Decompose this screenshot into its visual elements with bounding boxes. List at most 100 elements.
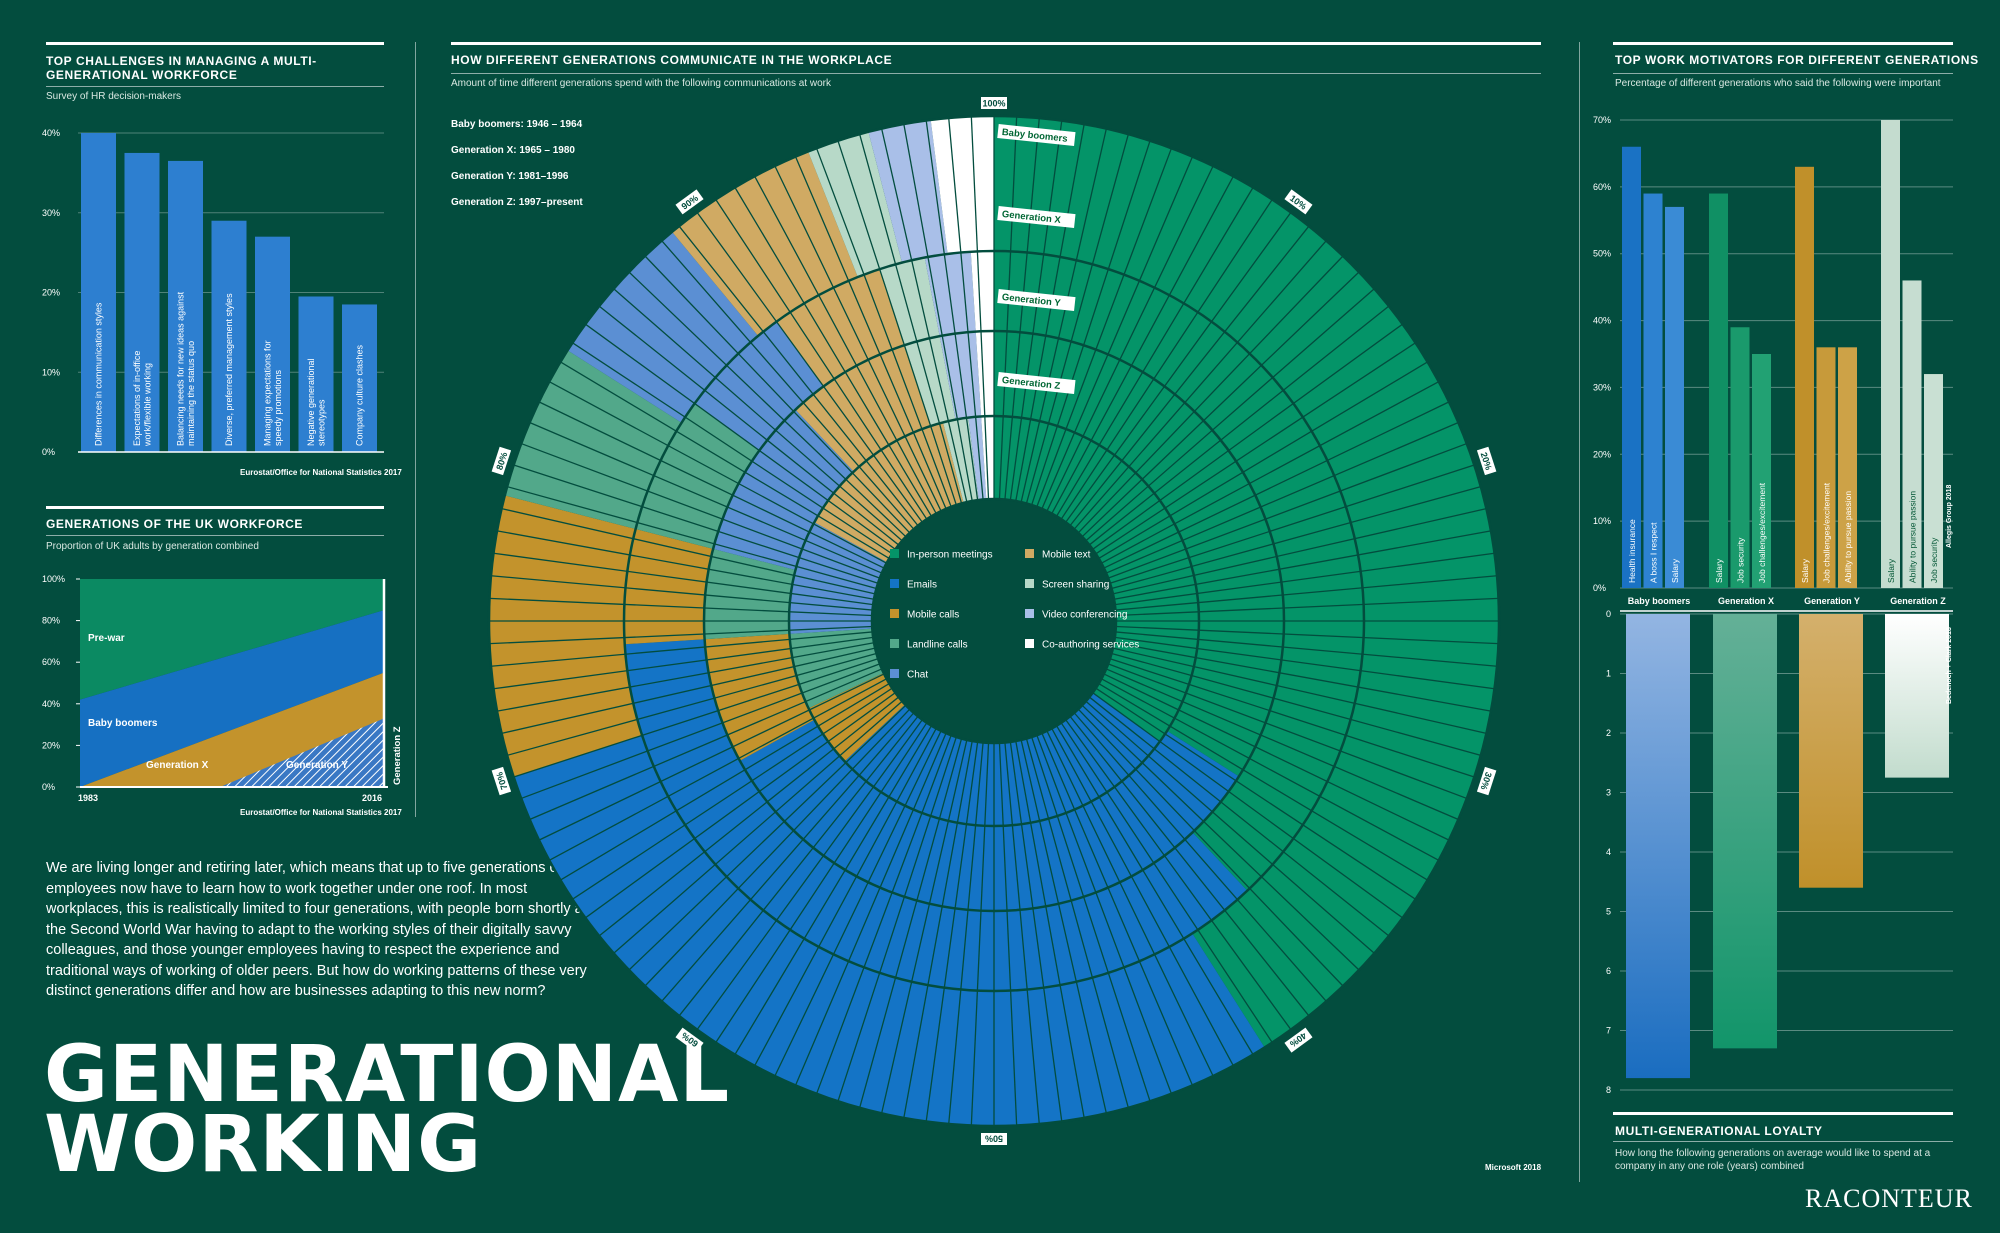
y-tick-label: 8 [1606, 1085, 1611, 1095]
loyalty-bar [1626, 614, 1690, 1079]
segment-divider [560, 361, 890, 559]
segment-divider [572, 342, 893, 555]
ring-border [622, 249, 1366, 993]
motivators-title: TOP WORK MOTIVATORS FOR DIFFERENT GENERA… [1615, 53, 1979, 67]
segment-divider [661, 712, 915, 1002]
segment-divider [815, 734, 952, 1095]
bar [168, 160, 203, 452]
pct-label: 100% [981, 97, 1007, 109]
motivator-bar [1752, 354, 1771, 588]
segment-divider [998, 742, 1018, 1126]
segment-divider [1056, 725, 1254, 1055]
group-label: Baby boomers [1628, 596, 1691, 606]
segment-divider [998, 116, 1018, 500]
segment-divider [572, 687, 893, 900]
segment-divider [1115, 625, 1499, 645]
y-tick-label: 70% [1593, 115, 1611, 125]
center-hole [873, 500, 1115, 742]
legend-label: Co-authoring services [1042, 640, 1139, 651]
ring-border [787, 414, 1201, 828]
y-tick-label: 2 [1606, 728, 1611, 738]
segment-divider [513, 464, 879, 584]
pct-label-bg [981, 97, 1007, 109]
segment-divider [1051, 728, 1234, 1067]
y-tick-label: 7 [1606, 1026, 1611, 1036]
motivators-subtitle: Percentage of different generations who … [1615, 78, 1941, 89]
motivator-bar [1665, 206, 1684, 588]
segment-divider [1114, 636, 1495, 690]
group-label: Generation X [1718, 596, 1774, 606]
legend-swatch [890, 669, 899, 678]
segment-divider [1041, 156, 1194, 510]
motivator-bar-label: A boss I respect [1649, 522, 1659, 583]
segment-divider [1111, 486, 1481, 590]
legend-swatch [890, 639, 899, 648]
ring-segment [981, 416, 994, 500]
legend-label: Mobile calls [907, 610, 959, 621]
pct-label-bg [1476, 446, 1497, 476]
segment-divider [903, 123, 973, 502]
motivator-bar [1709, 193, 1728, 588]
segment-divider [1004, 742, 1040, 1125]
pct-label-bg [1476, 766, 1497, 796]
segment-divider [815, 147, 952, 508]
y-tick-label: 4 [1606, 847, 1611, 857]
segment-divider [529, 668, 883, 821]
segment-divider [489, 597, 873, 617]
area-prewar [80, 579, 384, 700]
motivator-bar-label: Job security [1736, 537, 1746, 583]
segment-divider [628, 704, 907, 971]
pct-label-text: 50% [985, 1134, 1003, 1144]
segment-divider [1041, 732, 1194, 1086]
bar-label: speedy promotions [273, 369, 283, 446]
ring-segment [672, 151, 858, 336]
motivator-bar-label: Job challenges/excitement [1822, 482, 1832, 583]
gen-date-boomers: Baby boomers: 1946 – 1964 [451, 119, 583, 130]
segment-divider [1036, 734, 1173, 1095]
challenges-title: TOP CHALLENGES IN MANAGING A MULTI-GENER… [46, 54, 317, 82]
motivator-bar [1643, 193, 1663, 588]
ring-segment [879, 257, 940, 346]
loyalty-bar [1799, 614, 1863, 888]
segment-divider [644, 255, 911, 534]
title-line-2: WORKING [44, 1100, 483, 1190]
segment-divider [496, 642, 875, 712]
comm-subtitle: Amount of time different generations spe… [451, 78, 832, 89]
segment-divider [1088, 696, 1390, 937]
segment-divider [598, 305, 900, 546]
segment-divider [489, 625, 873, 645]
segment-divider [880, 739, 968, 1114]
motivator-bar-label: Salary [1670, 558, 1680, 583]
segment-divider [1112, 507, 1487, 595]
y-tick-label: 0% [42, 782, 55, 792]
loyalty-title: MULTI-GENERATIONAL LOYALTY [1615, 1124, 1823, 1138]
segment-divider [1015, 123, 1085, 502]
y-tick-label: 40% [42, 128, 60, 138]
segment-divider [520, 442, 881, 579]
segment-divider [678, 715, 919, 1017]
y-tick-label: 10% [42, 367, 60, 377]
segment-divider [1056, 187, 1254, 517]
segment-divider [1031, 140, 1151, 506]
segment-divider [613, 288, 903, 542]
y-tick-label: 80% [42, 616, 60, 626]
segment-divider [1069, 715, 1310, 1017]
segment-divider [1109, 658, 1475, 778]
motivator-bar-label: Ability to pursue passion [1843, 491, 1853, 583]
ring-label: Generation X [997, 206, 1076, 229]
group-label: Generation Z [1890, 596, 1946, 606]
workforce-chart: 0% 20% 40% 60% 80% 100% 1983 2016 Pre-war Baby bo… [42, 574, 400, 803]
motivator-bar [1924, 374, 1943, 588]
legend-label: Chat [907, 670, 928, 681]
segment-divider [507, 486, 877, 590]
segment-divider [970, 742, 990, 1126]
segment-divider [1107, 663, 1468, 800]
y-tick-label: 10% [1593, 516, 1611, 526]
y-tick-label: 30% [42, 208, 60, 218]
legend-swatch [1025, 639, 1034, 648]
x-label-start: 1983 [78, 793, 98, 803]
segment-divider [1065, 212, 1292, 523]
comm-chart: 100%10%20%30%40%50%60%70%80%90%Baby boom… [487, 97, 1501, 1145]
segment-divider [794, 156, 947, 510]
segment-divider [774, 165, 942, 512]
